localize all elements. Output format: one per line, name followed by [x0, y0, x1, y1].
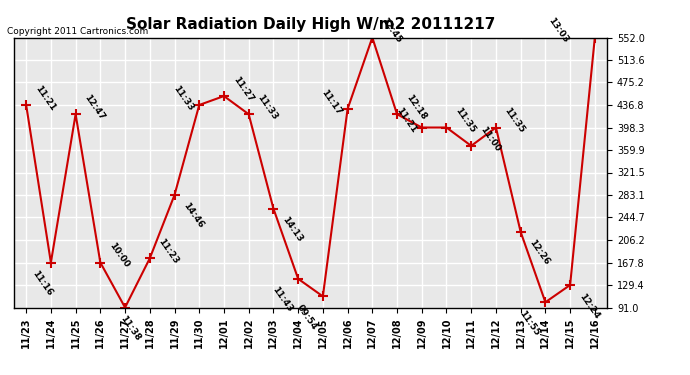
Text: 12:45: 12:45	[380, 16, 403, 45]
Text: 12:24: 12:24	[577, 291, 601, 320]
Text: 11:00: 11:00	[478, 125, 502, 153]
Text: 13:03: 13:03	[546, 16, 570, 45]
Text: 11:35: 11:35	[503, 106, 526, 135]
Text: Copyright 2011 Cartronics.com: Copyright 2011 Cartronics.com	[7, 27, 148, 36]
Text: 11:35: 11:35	[453, 106, 477, 135]
Text: 11:33: 11:33	[171, 84, 195, 112]
Text: 11:23: 11:23	[157, 237, 181, 266]
Text: 14:13: 14:13	[280, 215, 304, 244]
Text: 14:46: 14:46	[181, 201, 206, 230]
Text: 12:18: 12:18	[404, 93, 428, 122]
Text: 10:00: 10:00	[107, 242, 131, 270]
Text: 09:54: 09:54	[295, 303, 319, 332]
Text: 12:47: 12:47	[83, 93, 106, 122]
Text: 11:21: 11:21	[394, 106, 417, 135]
Text: 11:16: 11:16	[30, 269, 54, 298]
Text: 11:21: 11:21	[33, 84, 57, 112]
Title: Solar Radiation Daily High W/m2 20111217: Solar Radiation Daily High W/m2 20111217	[126, 17, 495, 32]
Text: 11:43: 11:43	[270, 285, 294, 314]
Text: 11:33: 11:33	[255, 93, 279, 122]
Text: 11:55: 11:55	[518, 309, 542, 338]
Text: 11:17: 11:17	[319, 88, 344, 116]
Text: 12:26: 12:26	[528, 238, 551, 267]
Text: 11:27: 11:27	[231, 75, 255, 104]
Text: 11:38: 11:38	[118, 314, 142, 343]
